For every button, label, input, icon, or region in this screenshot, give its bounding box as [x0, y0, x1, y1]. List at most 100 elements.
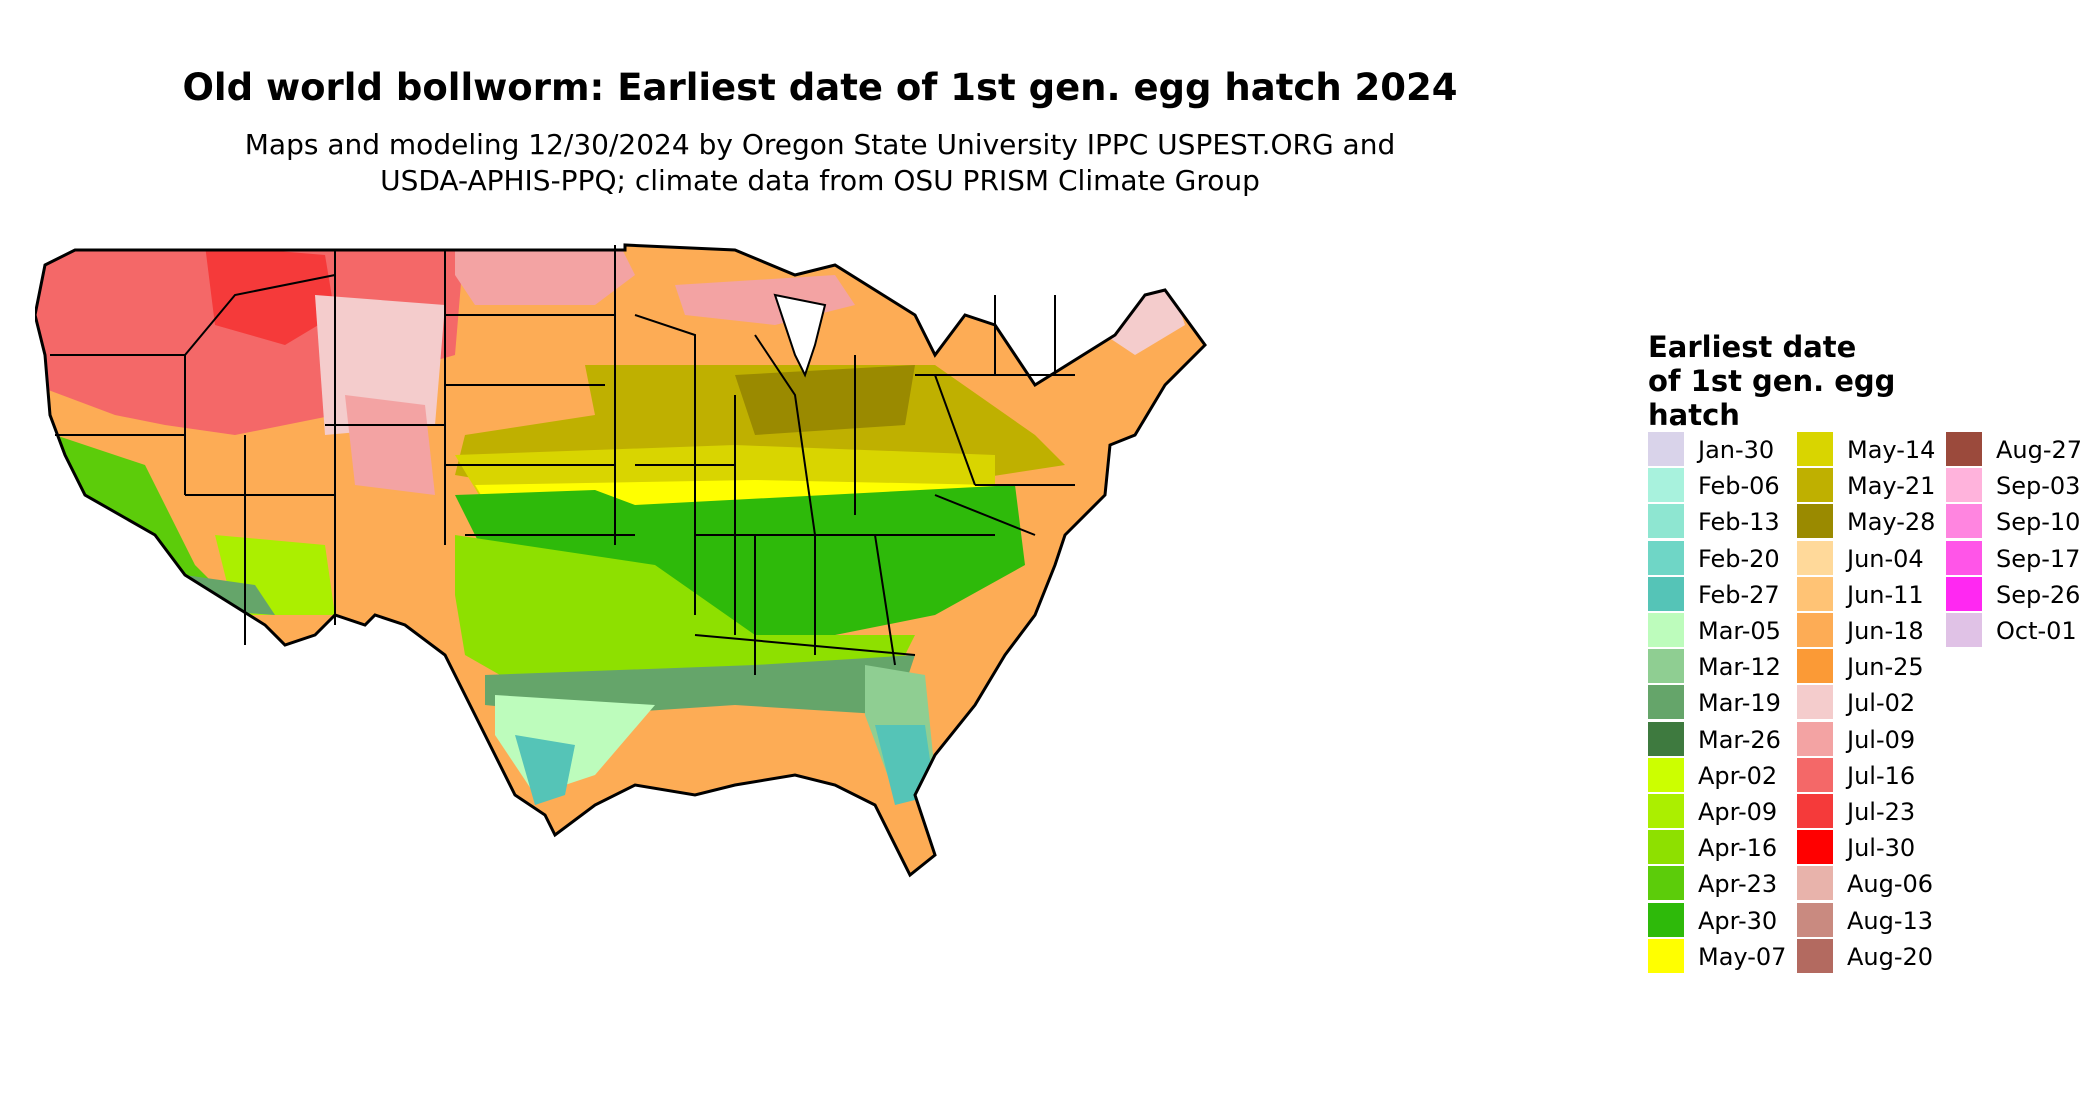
legend-swatch — [1946, 432, 1982, 466]
legend-label: May-28 — [1847, 508, 1936, 537]
legend-title-line-3: hatch — [1648, 398, 1740, 432]
legend-label: Feb-20 — [1698, 544, 1780, 573]
legend-label: Apr-02 — [1698, 761, 1778, 790]
legend-label: Jul-02 — [1847, 689, 1916, 718]
us-hatch-date-map — [35, 243, 1207, 878]
legend-swatch — [1946, 576, 1982, 611]
legend-item: Jun-18 — [1797, 613, 1957, 649]
legend-swatch — [1648, 794, 1684, 828]
legend-item: Jun-25 — [1797, 649, 1957, 685]
map-subtitle-line-1: Maps and modeling 12/30/2024 by Oregon S… — [244, 128, 1396, 161]
legend-swatch — [1648, 576, 1684, 611]
legend-swatch — [1648, 757, 1684, 792]
legend-swatch — [1648, 721, 1684, 756]
legend-item: Sep-17 — [1946, 540, 2100, 577]
legend-label: Jul-09 — [1847, 725, 1916, 754]
legend-swatch — [1648, 432, 1684, 466]
legend-item: Sep-03 — [1946, 468, 2100, 504]
legend-swatch — [1946, 540, 1982, 575]
legend-label: May-07 — [1698, 942, 1787, 971]
legend-swatch — [1797, 685, 1833, 720]
legend-item: May-14 — [1797, 432, 1957, 468]
legend-label: Aug-20 — [1847, 942, 1934, 971]
field-texas-gulf-apr16 — [455, 535, 915, 695]
field-gulf-coast-mar19 — [485, 655, 915, 715]
legend-swatch — [1797, 468, 1833, 503]
legend-label: Feb-06 — [1698, 472, 1780, 501]
legend-item: Apr-30 — [1648, 902, 1808, 939]
legend-item: Feb-06 — [1648, 468, 1808, 504]
great-lakes — [773, 293, 827, 378]
map-subtitle-line-2: USDA-APHIS-PPQ; climate data from OSU PR… — [380, 164, 1260, 197]
legend-title-line-2: of 1st gen. egg — [1648, 364, 1896, 398]
legend-label: Jan-30 — [1698, 436, 1775, 464]
legend-swatch — [1797, 504, 1833, 539]
legend-label: Aug-27 — [1996, 436, 2083, 464]
legend-swatch — [1648, 938, 1684, 973]
legend-label: May-21 — [1847, 472, 1936, 501]
legend-swatch — [1797, 432, 1833, 466]
legend-item: Sep-26 — [1946, 576, 2100, 613]
legend-label: Mar-05 — [1698, 617, 1781, 645]
legend-item: May-28 — [1797, 504, 1957, 540]
legend-swatch — [1648, 902, 1684, 937]
legend-label: Apr-09 — [1698, 798, 1778, 826]
legend-item: Oct-01 — [1946, 613, 2100, 649]
legend-item: Jul-02 — [1797, 685, 1957, 721]
legend-swatch — [1797, 938, 1833, 973]
legend-item: Aug-27 — [1946, 432, 2100, 468]
legend-swatch — [1797, 721, 1833, 756]
legend-item: Jul-09 — [1797, 721, 1957, 758]
legend-swatch — [1648, 613, 1684, 647]
legend-swatch — [1797, 830, 1833, 865]
legend-swatch — [1648, 468, 1684, 503]
legend-swatch — [1946, 504, 1982, 539]
legend-item: Jun-11 — [1797, 576, 1957, 613]
legend-item: Mar-19 — [1648, 685, 1808, 721]
legend-label: Aug-13 — [1847, 906, 1934, 935]
legend-item: Jul-30 — [1797, 830, 1957, 866]
field-colorado-rockies-jul09 — [345, 395, 435, 495]
legend-swatch — [1648, 649, 1684, 684]
legend-swatch — [1648, 540, 1684, 575]
field-california-valley-apr23 — [55, 435, 235, 605]
legend-label: Apr-16 — [1698, 834, 1778, 863]
legend-swatch — [1797, 613, 1833, 647]
legend-swatch — [1797, 866, 1833, 901]
field-south-apr30 — [455, 485, 1025, 645]
legend-label: Mar-19 — [1698, 689, 1781, 718]
legend-item: Feb-27 — [1648, 576, 1808, 613]
map-title: Old world bollworm: Earliest date of 1st… — [182, 66, 1458, 109]
legend-item: Jul-23 — [1797, 794, 1957, 830]
legend-swatch — [1797, 757, 1833, 792]
legend-label: Jun-25 — [1847, 653, 1924, 682]
legend-swatch — [1797, 649, 1833, 684]
legend-item: Mar-26 — [1648, 721, 1808, 758]
legend-item: May-21 — [1797, 468, 1957, 504]
legend-item: Feb-20 — [1648, 540, 1808, 577]
legend-label: Sep-03 — [1996, 472, 2081, 501]
legend-title: Earliest date of 1st gen. egg hatch — [1648, 330, 1895, 432]
legend-swatch — [1648, 830, 1684, 865]
legend-swatch — [1797, 794, 1833, 828]
legend-swatch — [1946, 613, 1982, 647]
legend-title-line-1: Earliest date — [1648, 330, 1857, 364]
legend-label: Mar-12 — [1698, 653, 1781, 682]
legend-item: Mar-05 — [1648, 613, 1808, 649]
legend-label: Feb-27 — [1698, 580, 1780, 609]
field-north-plains-jul09 — [455, 245, 635, 305]
legend-label: Oct-01 — [1996, 617, 2077, 645]
legend-label: Mar-26 — [1698, 725, 1781, 754]
field-rio-grande-feb27 — [515, 735, 575, 805]
legend-item: Apr-16 — [1648, 830, 1808, 866]
legend-label: Aug-06 — [1847, 870, 1934, 899]
legend-label: Jul-30 — [1847, 834, 1916, 863]
legend-item: Apr-09 — [1648, 794, 1808, 830]
legend-swatch — [1797, 540, 1833, 575]
legend-label: Jun-04 — [1847, 544, 1924, 573]
legend-item: Jul-16 — [1797, 757, 1957, 794]
legend-label: Sep-10 — [1996, 508, 2081, 537]
legend-item: Apr-23 — [1648, 866, 1808, 902]
legend-item: Apr-02 — [1648, 757, 1808, 794]
legend-label: Apr-23 — [1698, 870, 1778, 899]
